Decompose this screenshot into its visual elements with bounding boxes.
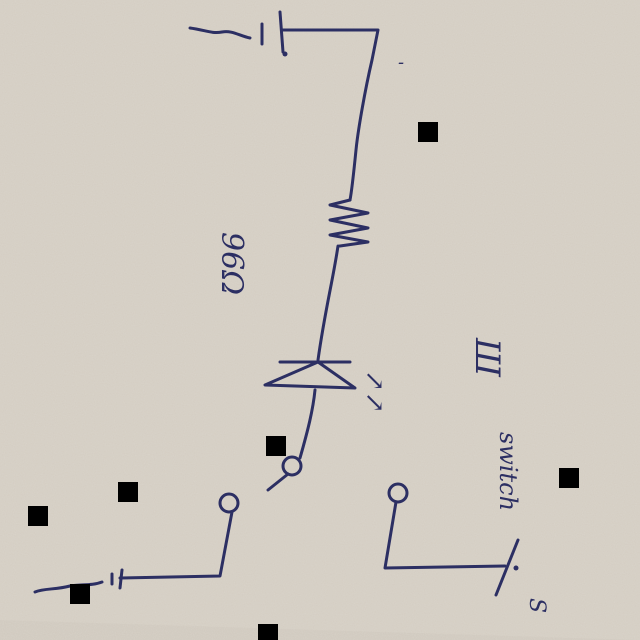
top-terminal-sign: - (398, 52, 404, 73)
resistor-value-label: 96Ω (214, 232, 249, 295)
right-branch (383, 482, 520, 597)
diode-label: Ш (467, 337, 507, 378)
switch-label: switch (494, 432, 522, 511)
occlusion-squares (28, 122, 579, 640)
diode-light-marker: ↗↗ (359, 370, 389, 414)
wire-top (281, 28, 380, 202)
led-diode (263, 360, 357, 390)
wire-middle (316, 244, 340, 362)
switch-terminal-sign: S (524, 598, 549, 613)
resistor (328, 198, 370, 248)
switch (218, 455, 303, 514)
top-battery (188, 10, 288, 57)
wire-lower (298, 388, 317, 460)
wire-bottom-left (118, 510, 234, 580)
